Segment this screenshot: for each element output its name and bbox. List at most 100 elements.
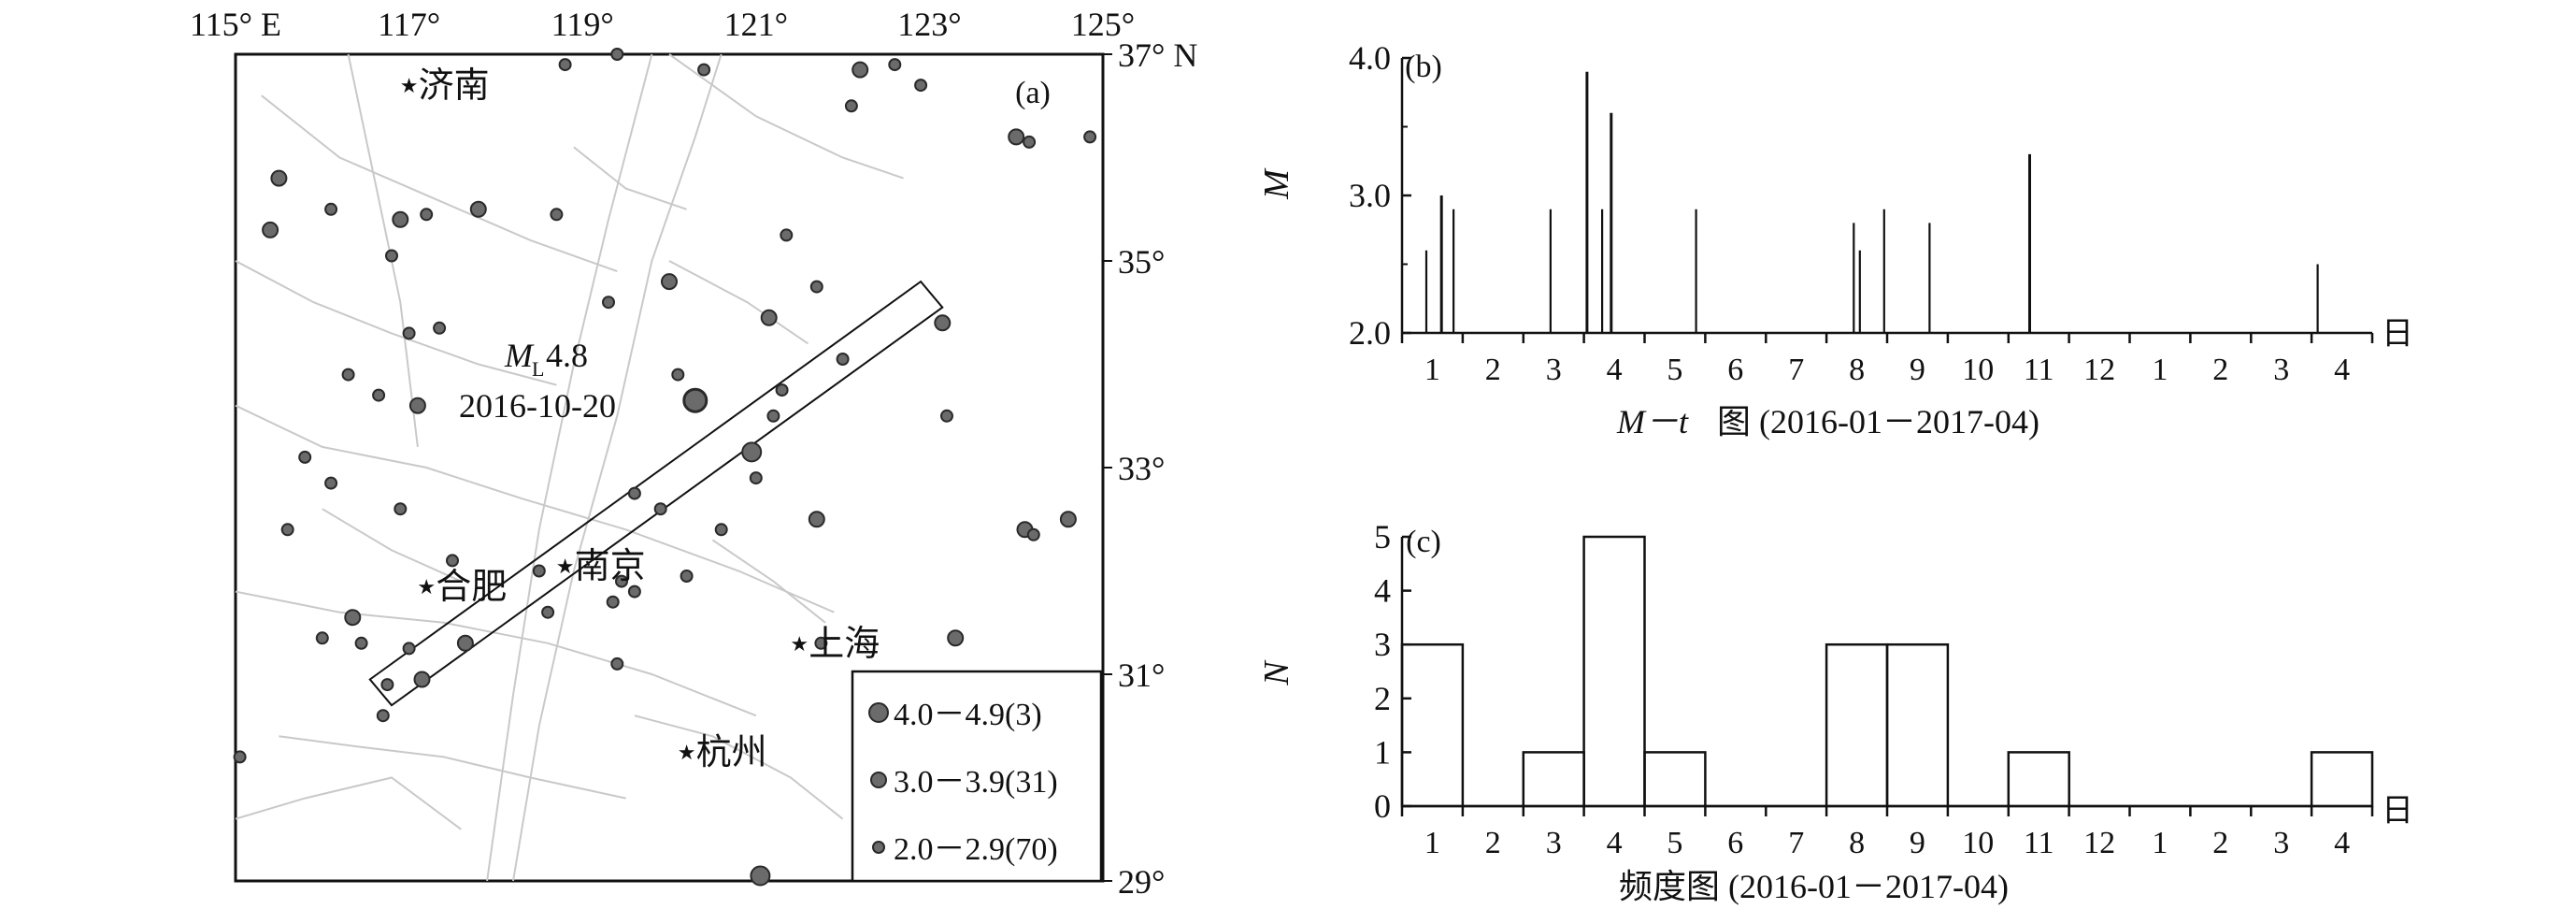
event-marker [413,671,431,688]
freq-bars [1400,535,2374,808]
event-marker [661,273,678,291]
city-star-icon: ★ [790,632,809,656]
event-marker [408,397,426,414]
latitude-tick-label: 31° [1118,656,1165,694]
event-marker [233,750,247,764]
frequency-bar [1400,642,1465,808]
mt-axes: 4.03.02.01 2 3 4 5 6 7 8 9 10 11 12 1 2 3 4 [1349,39,2374,387]
panel-label-a: (a) [1015,76,1051,110]
event-label-date: 2016-10-20 [459,387,616,425]
city-star-icon: ★ [678,741,696,764]
fault-line [512,53,723,882]
y-tick-label: 3.0 [1349,177,1391,214]
legend: 4.0－4.9(3) 3.0－3.9(31) 2.0－2.9(70) [851,670,1103,883]
fault-line [711,539,826,624]
y-tick-label: 2 [1374,680,1391,717]
x-tick-label: 12 [2083,353,2115,387]
x-tick-label: 5 [1667,353,1682,387]
x-tick-label: 2 [1485,826,1501,860]
x-tick-label: 8 [1849,826,1865,860]
event-label-magnitude: 4.8 [546,337,588,374]
event-marker [1023,135,1037,149]
event-marker [680,570,694,583]
x-tick-label: 4 [2334,826,2350,860]
event-marker [354,636,368,650]
y-tick-label: 0 [1374,787,1391,825]
legend-marker [872,841,885,854]
frequency-bar [1582,535,1646,808]
event-label-subscript: L [532,357,544,381]
y-tick-label: 2.0 [1349,314,1391,352]
freq-y-label: N [1257,659,1296,686]
x-tick-label: 9 [1910,353,1925,387]
event-marker [760,309,778,326]
mt-axis-end-label: 日 [2382,317,2413,352]
event-marker [766,409,780,423]
longitude-tick-label: 123° [897,6,961,43]
event-marker [888,58,902,72]
fault-line [634,714,844,820]
x-tick-label: 8 [1849,353,1865,387]
x-tick-label: 4 [1607,826,1623,860]
x-tick-label: 3 [1546,353,1562,387]
event-marker [1083,130,1097,144]
city-name: 杭州 [696,733,767,772]
event-marker [808,511,825,528]
event-marker [852,61,869,79]
event-marker [741,441,763,463]
event-marker [671,368,685,382]
fault-line [347,53,419,448]
legend-entry-label: 3.0－3.9(31) [894,765,1058,800]
event-marker [606,595,620,609]
event-marker [341,368,355,382]
event-marker [697,63,711,77]
event-marker [315,631,329,645]
event-marker [750,865,771,887]
event-marker [947,629,965,647]
latitude-tick-label: 29° [1118,863,1165,901]
x-tick-label: 6 [1727,353,1743,387]
event-marker [558,58,572,72]
fault-line [668,260,809,345]
latitude-tick-label: 37° N [1118,36,1197,74]
event-marker [610,48,624,61]
x-tick-label: 9 [1910,826,1925,860]
city-star-icon: ★ [417,575,436,599]
fault-line [235,590,757,717]
event-marker [469,200,487,218]
legend-marker [870,772,887,788]
x-tick-label: 3 [2273,826,2289,860]
event-marker [262,221,279,238]
profile-rectangle-shape [368,280,944,707]
longitude-tick-label: 119° [551,6,614,43]
event-label-prefix: M [504,337,535,374]
freq-caption: 频度图 (2016-01－2017-04) [1619,868,2009,905]
longitude-tick-label: 125° [1071,6,1135,43]
city-name: 合肥 [436,568,507,607]
event-marker [324,202,338,216]
event-marker [775,383,789,397]
event-marker [940,409,953,423]
x-tick-label: 6 [1727,826,1743,860]
event-marker [1026,527,1040,541]
event-marker [385,249,398,263]
event-marker [653,502,667,516]
frequency-bar [1643,751,1707,808]
x-tick-label: 1 [1424,826,1440,860]
event-marker [394,502,408,516]
fault-line [322,508,462,583]
event-marker [615,574,628,588]
event-marker [749,471,763,485]
event-marker [541,605,555,619]
event-markers [233,48,1097,887]
city-name: 上海 [809,625,880,664]
freq-axis-end-label: 日 [2382,794,2413,829]
x-tick-label: 2 [2212,826,2228,860]
event-marker [372,388,386,402]
panel-label-c: (c) [1406,525,1441,559]
latitude-ticks: 37° N 35° 33° 31° 29° [1103,36,1197,901]
event-marker [376,709,390,723]
event-marker [809,280,823,294]
